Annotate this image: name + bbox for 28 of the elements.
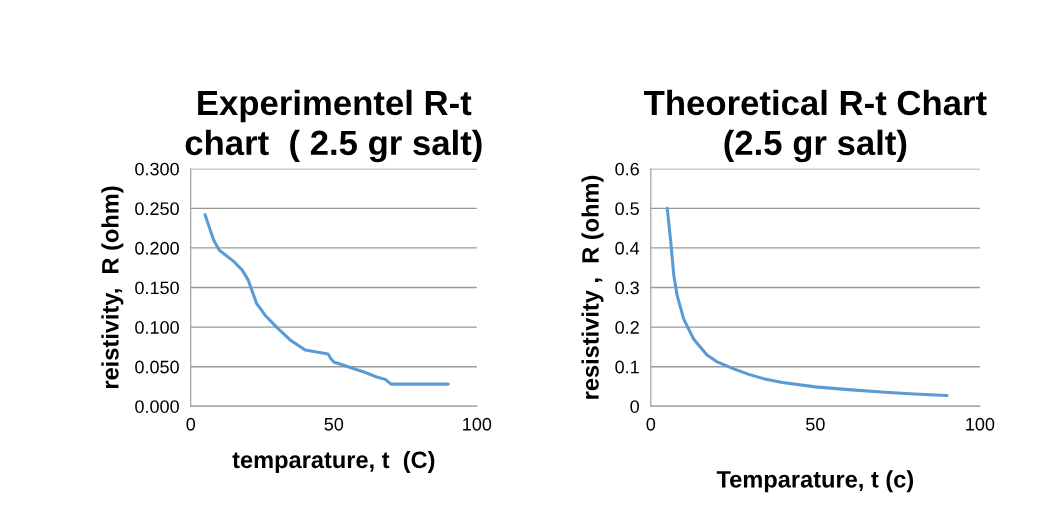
y-tick-label: 0 bbox=[630, 400, 639, 413]
chart-title: Experimentel R-t chart ( 2.5 gr salt) bbox=[185, 89, 482, 163]
y-axis-title: reistivity, R (ohm) bbox=[101, 186, 124, 389]
y-tick-label: 0.150 bbox=[135, 281, 179, 295]
line-series bbox=[203, 213, 450, 386]
x-axis-title: Temparature, t (c) bbox=[716, 470, 914, 493]
y-tick-label: 0.6 bbox=[615, 162, 639, 176]
y-tick-label: 0.300 bbox=[135, 162, 179, 176]
y-tick-label: 0.1 bbox=[615, 360, 639, 374]
y-tick-label: 0.050 bbox=[135, 360, 179, 374]
x-axis-title: temparature, t (C) bbox=[232, 450, 435, 473]
y-tick-label: 0.5 bbox=[615, 202, 639, 216]
y-tick-label: 0.4 bbox=[615, 241, 640, 255]
x-tick-label: 100 bbox=[463, 417, 492, 431]
x-tick-label: 50 bbox=[324, 417, 344, 431]
x-tick-label: 50 bbox=[806, 417, 825, 431]
x-tick-label: 100 bbox=[966, 417, 995, 431]
y-tick-label: 0.3 bbox=[615, 281, 639, 295]
y-tick-label: 0.2 bbox=[615, 321, 639, 334]
x-tick-label: 0 bbox=[186, 417, 196, 431]
y-tick-label: 0.200 bbox=[135, 241, 179, 255]
y-tick-label: 0.250 bbox=[135, 202, 179, 216]
y-axis-title: resistivity , R (ohm) bbox=[581, 175, 604, 399]
y-tick-label: 0.000 bbox=[135, 400, 179, 413]
y-tick-label: 0.100 bbox=[135, 321, 179, 334]
line-series bbox=[665, 206, 949, 398]
x-tick-label: 0 bbox=[646, 417, 656, 431]
chart-title: Theoretical R-t Chart (2.5 gr salt) bbox=[644, 89, 987, 163]
